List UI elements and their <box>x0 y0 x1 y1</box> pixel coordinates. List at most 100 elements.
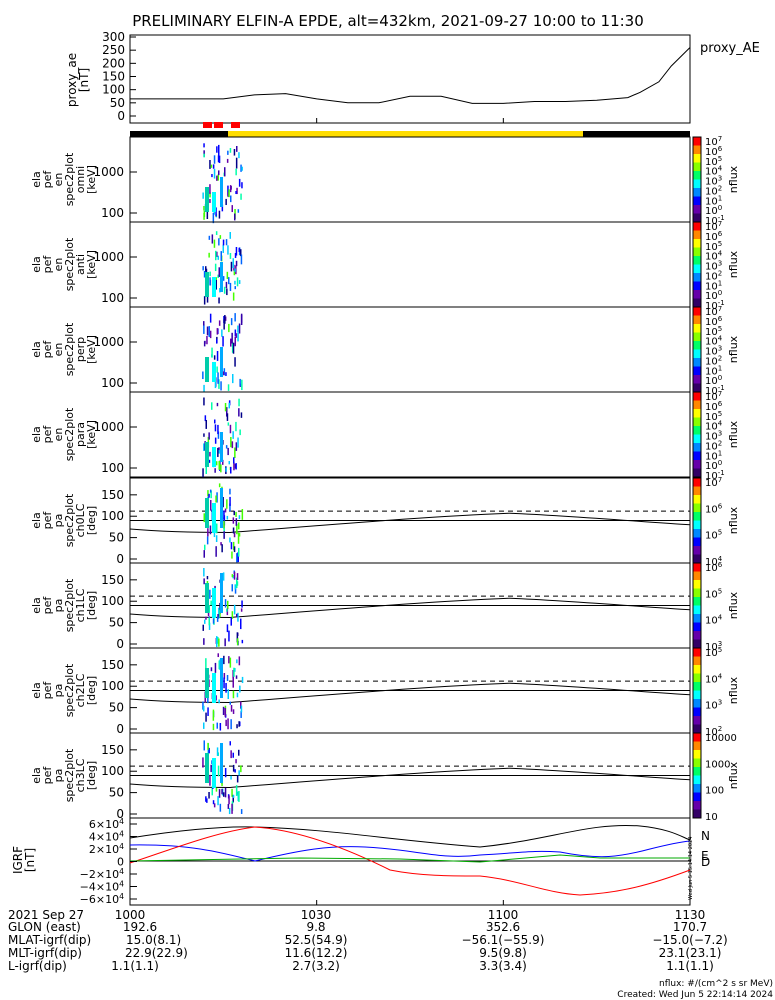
proxy-ae-ytick-label: 0 <box>117 109 125 123</box>
spectrogram-pixel <box>223 531 225 539</box>
colorbar-tick-label: 10-1 <box>705 214 725 227</box>
panel-ylabel-line: ela <box>30 256 43 273</box>
spectrogram-pixel <box>236 146 238 152</box>
spectrogram-pixel <box>216 616 219 622</box>
colorbar-label: nflux <box>727 676 740 704</box>
panel-ytick-label: 0 <box>116 552 124 566</box>
colorbar-swatch <box>693 383 701 393</box>
spectrogram-pixel <box>214 468 216 473</box>
spectrogram-pixel <box>240 618 242 630</box>
energy-spectrogram-panel: 1000100elapefenspec2plotperp[keV]1071061… <box>30 305 740 397</box>
spectrogram-pixel <box>237 532 240 544</box>
footer-mlt-3: 23.1(23.1) <box>659 946 722 960</box>
spectrogram-pixel <box>217 255 219 260</box>
spectrogram-pixel <box>214 585 216 590</box>
colorbar-label: nflux <box>727 591 740 619</box>
colorbar-tick-label: 100 <box>705 374 722 387</box>
colorbar-swatch <box>693 546 701 555</box>
colorbar-swatch <box>693 451 701 461</box>
footer: 2021 Sep 27 GLON (east) MLAT-igrf(dip) M… <box>8 908 773 1000</box>
colorbar-tick-label: 104 <box>705 420 723 433</box>
igrf-panel: N E D Wed Jun 5 15:14:14 2024 6×1044×104… <box>11 817 710 906</box>
spectrogram-pixel <box>217 174 219 181</box>
spectrogram-pixel <box>203 568 205 577</box>
proxy-ae-legend: proxy_AE <box>700 41 760 56</box>
spectrogram-pixel <box>210 667 213 672</box>
spectrogram-pixel <box>220 743 223 783</box>
colorbar-swatch <box>693 205 701 214</box>
spectrogram-pixel <box>206 211 209 219</box>
spectrogram-pixel <box>209 313 212 323</box>
spectrogram-pixel <box>232 670 234 679</box>
spectrogram-pixel <box>208 747 210 754</box>
spectrogram-pixel <box>230 617 232 626</box>
spectrogram-pixel <box>238 749 240 756</box>
spectrogram-pixel <box>215 461 218 466</box>
spectrogram-pixel <box>230 261 233 272</box>
panel-ylabel-line: pef <box>41 170 54 189</box>
spectrogram-pixel <box>209 451 211 457</box>
colorbar-tick-label: 1000 <box>705 759 730 770</box>
spectrogram-pixel <box>222 371 225 376</box>
panel-ylabel-line: ela <box>30 767 43 784</box>
spectrogram-pixel <box>235 333 238 338</box>
spectrogram-pixel <box>241 676 244 684</box>
spectrogram-pixel <box>230 195 232 203</box>
spectrogram-pixel <box>231 584 233 592</box>
colorbar-swatch <box>693 767 701 776</box>
panel-ytick-label: 100 <box>101 679 124 693</box>
spectrogram-pixel <box>233 604 236 615</box>
colorbar-swatch <box>693 503 701 513</box>
spectrogram-pixel <box>227 150 229 155</box>
spectrogram-pixel <box>209 489 212 493</box>
colorbar-tick-label: 107 <box>705 220 722 233</box>
spectrogram-pixel <box>236 775 239 783</box>
spectrogram-pixel <box>232 374 234 384</box>
colorbar-tick-label: 106 <box>705 230 723 243</box>
panel-ylabel-line: pa <box>52 769 65 783</box>
colorbar-label: nflux <box>727 165 740 193</box>
spectrogram-pixel <box>216 722 218 729</box>
proxy-ae-line <box>130 47 691 104</box>
colorbar-tick-label: 105 <box>705 325 722 338</box>
spectrogram-pixel <box>230 705 233 712</box>
igrf-n-line <box>129 824 691 848</box>
spectrogram-pixel <box>226 158 229 163</box>
panel-frame <box>129 391 691 478</box>
spectrogram-pixel <box>202 624 204 631</box>
spectrogram-pixel <box>223 792 225 797</box>
energy-spectrogram-panel: 1000100elapefenspec2plotomni[keV]1071061… <box>30 135 740 227</box>
colorbar-swatch <box>693 417 701 427</box>
colorbar-swatch <box>693 801 701 810</box>
panel-ylabel-line: ch1LC <box>74 588 87 622</box>
spectrogram-pixel <box>226 407 228 417</box>
spectrogram-pixel <box>224 768 227 778</box>
spectrogram-pixel <box>214 662 217 673</box>
spectrogram-pixel <box>233 457 235 464</box>
spectrogram-pixel <box>229 503 231 512</box>
segment-bar <box>130 122 690 137</box>
panel-ylabel-line: [deg] <box>85 506 98 535</box>
footer-time-1: 1030 <box>301 908 332 922</box>
spectrogram-pixel <box>216 175 218 181</box>
spectrogram-pixel <box>203 324 205 334</box>
spectrogram-pixel <box>232 690 235 699</box>
spectrogram-pixel <box>230 318 233 326</box>
spectrogram-pixel <box>234 286 236 290</box>
loss-cone-line <box>129 512 691 533</box>
spectrogram-pixel <box>239 685 241 693</box>
colorbar-tick-label: 102 <box>705 269 722 282</box>
spectrogram-pixel <box>237 552 239 563</box>
spectrogram-pixel <box>218 320 221 326</box>
spectrogram-pixel <box>213 803 216 808</box>
igrf-d-line <box>129 826 691 896</box>
panel-ylabel-line: [deg] <box>85 761 98 790</box>
spectrogram-pixel <box>235 785 238 796</box>
spectrogram-pixel <box>231 551 233 559</box>
colorbar-swatch <box>693 290 701 299</box>
spectrogram-pixel <box>234 357 236 367</box>
panel-ylabel-line: pa <box>52 684 65 698</box>
spectrogram-pixel <box>235 260 238 267</box>
